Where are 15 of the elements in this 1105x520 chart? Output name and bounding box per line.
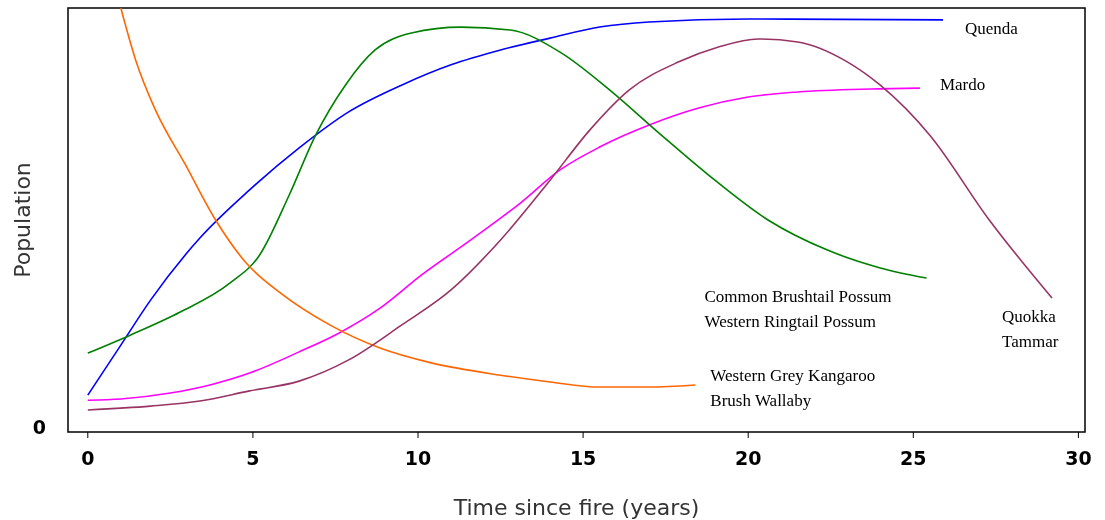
series-label: Quokka Tammar [1001,307,1059,352]
series-label: Quenda [965,18,1019,38]
x-tick-label: 0 [81,447,95,469]
x-tick-label: 10 [404,447,432,469]
x-tick-label: 5 [246,447,260,469]
series-label: Mardo [939,75,986,95]
series-label: Common Brushtail Possum Western Ringtail Possum [704,287,892,332]
x-tick-label: 15 [569,447,597,469]
x-tick-label: 25 [900,447,927,469]
x-tick-label: 20 [734,447,762,469]
y-axis-title: Population [10,162,35,278]
text: 0 [32,416,46,438]
x-tick-label: 30 [1065,447,1092,469]
series-label: Western Grey Kangaroo Brush Wallaby [710,365,876,410]
x-axis-title: Time since fire (years) [452,495,700,520]
